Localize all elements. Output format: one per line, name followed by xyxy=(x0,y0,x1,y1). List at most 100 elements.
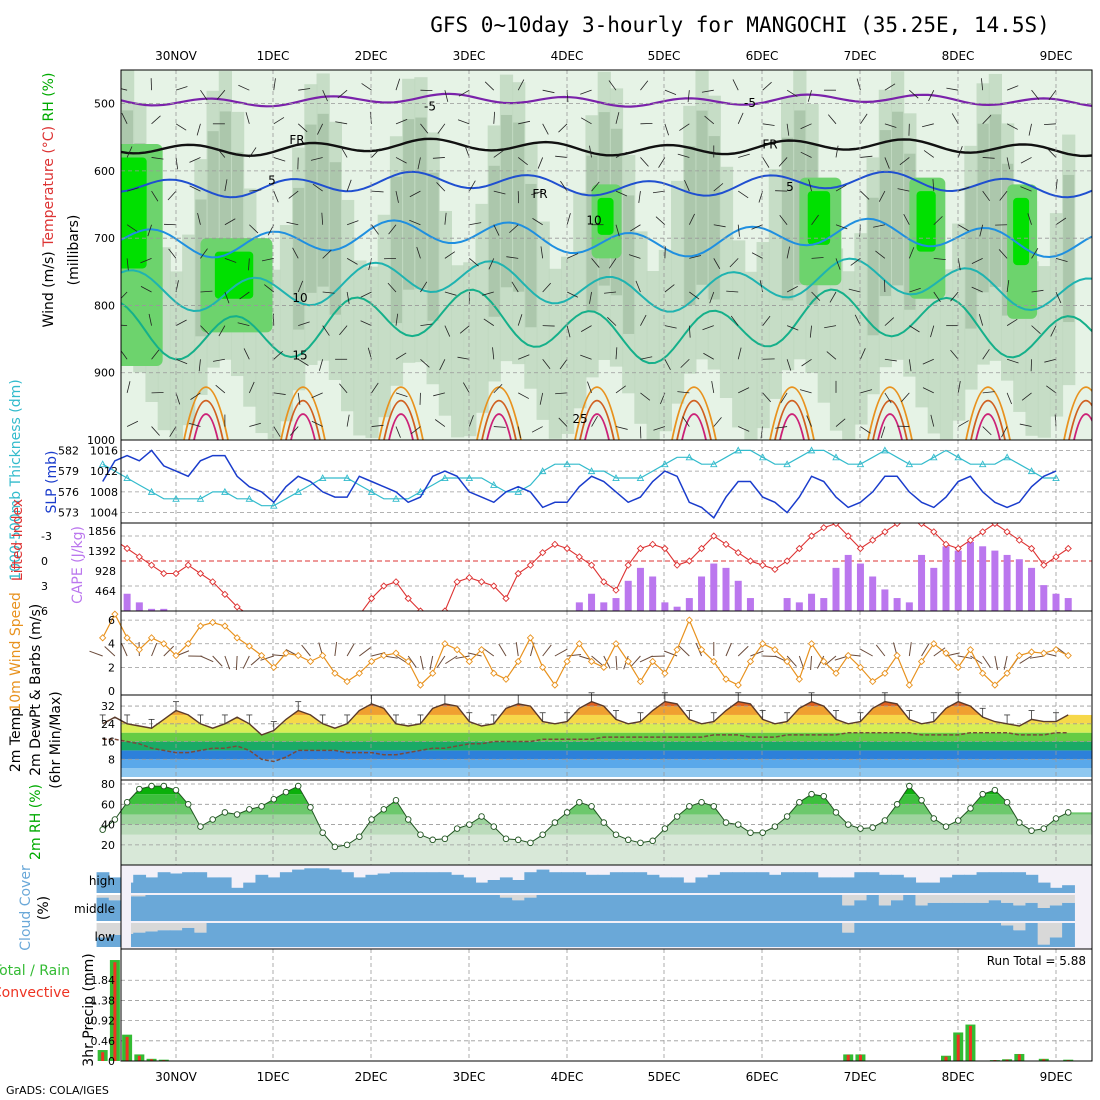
wind-speed-marker xyxy=(746,657,755,666)
cloud-middle-gap xyxy=(891,895,904,901)
cape-bar xyxy=(1040,585,1048,611)
surface-wind-barb xyxy=(359,647,371,657)
minmax-axis-label: (6hr Min/Max) xyxy=(48,691,64,788)
thickness-marker xyxy=(245,494,254,502)
cloud-high-bar xyxy=(279,872,293,893)
cloud-middle-bar xyxy=(683,895,697,921)
surface-warm-contour xyxy=(378,386,424,440)
cloud-low-bar xyxy=(768,923,782,947)
surface-warm-contour xyxy=(579,400,615,440)
cloud-high-bar xyxy=(499,877,513,893)
cloud-low-bar xyxy=(793,923,807,947)
upper-wind-barb xyxy=(615,112,620,124)
wind-speed-marker xyxy=(759,640,767,648)
precip-tick-label: 1.84 xyxy=(91,974,116,987)
cloud-low-bar xyxy=(695,923,709,947)
surface-wind-barb xyxy=(89,650,103,657)
cape-bar xyxy=(685,598,693,611)
upper-wind-barb xyxy=(297,123,308,133)
upper-wind-barb xyxy=(151,349,160,360)
upper-wind-barb xyxy=(395,313,399,326)
rh-marker xyxy=(1040,825,1048,832)
surface-wind-barb xyxy=(591,655,603,666)
upper-wind-barb xyxy=(339,325,348,336)
rh-marker xyxy=(551,819,559,826)
cloud-middle-bar xyxy=(952,902,965,921)
cloud-low-bar xyxy=(365,923,379,947)
surface-wind-barb xyxy=(346,643,355,657)
cloud-high-bar xyxy=(218,877,232,893)
cloud-low-gap xyxy=(133,923,147,933)
surface-wind-barb xyxy=(445,655,458,665)
rh-marker xyxy=(123,799,131,806)
lifted-index-marker xyxy=(881,528,889,536)
wind-speed-marker xyxy=(257,651,266,660)
rh-column-dark xyxy=(879,130,891,297)
cape-bar xyxy=(612,598,620,611)
upper-wind-barb xyxy=(930,414,935,427)
cloud-low-bar xyxy=(817,923,831,947)
thickness-marker xyxy=(807,446,816,454)
surface-warm-contour xyxy=(1063,386,1092,440)
upper-wind-barb xyxy=(652,190,665,194)
wind-speed-marker xyxy=(465,657,473,666)
cloud-high-bar xyxy=(389,872,403,893)
cape-bar xyxy=(673,606,681,611)
upper-wind-barb xyxy=(580,325,592,332)
cloud-low-bar xyxy=(255,923,269,947)
upper-wind-barb xyxy=(640,392,651,401)
cloud-middle-gap xyxy=(1025,895,1039,903)
upper-air-ylabel-part: Temperature (°C) xyxy=(41,126,57,251)
surface-warm-contour xyxy=(681,413,707,440)
cape-bar xyxy=(636,567,644,611)
upper-wind-barb xyxy=(175,157,179,170)
rh-marker xyxy=(197,823,204,830)
contour-label: -5 xyxy=(744,96,756,110)
upper-wind-barb xyxy=(509,224,519,234)
upper-wind-barb xyxy=(346,291,350,304)
upper-wind-barb xyxy=(850,258,861,266)
upper-wind-barb xyxy=(680,358,690,368)
upper-wind-barb xyxy=(587,381,592,394)
cape-bar xyxy=(624,580,632,611)
lifted-index-marker xyxy=(465,574,473,582)
upper-wind-barb xyxy=(468,415,474,427)
upper-wind-barb xyxy=(444,212,447,225)
cloud-low-gap xyxy=(145,923,159,932)
x-tick-label: 30NOV xyxy=(155,1070,197,1084)
rh-column-mid xyxy=(548,268,562,439)
thickness-marker xyxy=(710,460,718,468)
upper-wind-barb xyxy=(1055,257,1068,263)
lifted-index-marker xyxy=(392,578,400,586)
upper-wind-barb xyxy=(873,224,885,228)
upper-wind-barb xyxy=(682,416,690,427)
cloud-high-bar xyxy=(402,872,415,893)
cloud-low-gap xyxy=(108,923,122,935)
upper-wind-barb xyxy=(933,257,946,261)
precip-tick-label: 1.38 xyxy=(91,994,116,1007)
surface-wind-barb xyxy=(875,644,886,657)
x-tick-label: 5DEC xyxy=(648,1070,681,1084)
rh-tick-label: 20 xyxy=(101,839,115,852)
upper-wind-barb xyxy=(899,157,910,166)
upper-wind-barb xyxy=(493,383,503,394)
lifted-index-marker xyxy=(209,578,217,586)
wind-speed-marker xyxy=(600,663,608,672)
wind-speed-marker xyxy=(477,645,486,654)
upper-air-panel: -5 -5 FR FR FR 5 5 10 10 15 25 500 600 700 800 900 1000 W… xyxy=(41,69,1093,447)
thickness-marker xyxy=(294,487,302,495)
cloud-high-bar xyxy=(304,868,318,893)
lifted-index-marker xyxy=(490,582,498,590)
wind-speed-marker xyxy=(722,675,730,683)
cloud-high-bar xyxy=(805,872,819,893)
upper-wind-barb xyxy=(566,325,571,338)
cloud-middle-bar xyxy=(805,895,819,921)
wind-tick-label: 2 xyxy=(108,661,115,674)
upper-wind-barb xyxy=(909,89,919,99)
cloud-middle-bar xyxy=(316,895,330,921)
upper-wind-barb xyxy=(1021,392,1032,401)
thickness-marker xyxy=(416,487,425,495)
cloud-middle-bar xyxy=(524,897,538,921)
upper-wind-barb xyxy=(800,151,812,158)
lifted-index-marker xyxy=(710,532,718,540)
